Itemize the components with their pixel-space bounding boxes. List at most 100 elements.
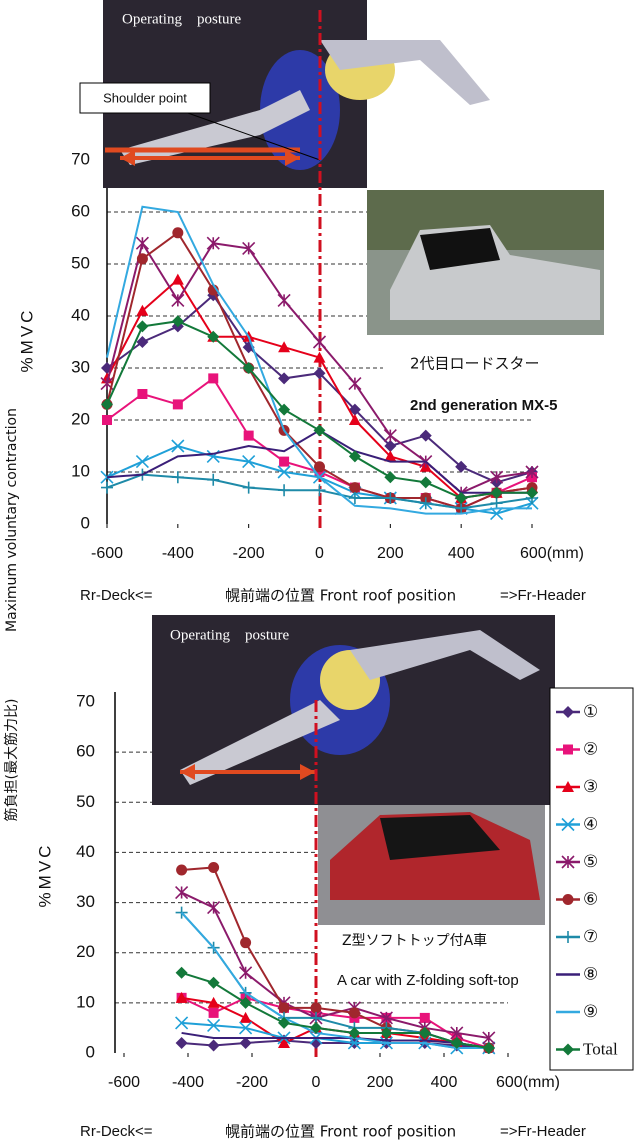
x-tick-label: -400 [172, 1074, 204, 1091]
x-tick-label: -600 [91, 545, 123, 562]
marker [243, 482, 255, 494]
legend-label: ① [583, 702, 598, 721]
marker [208, 977, 220, 989]
marker [311, 1002, 322, 1013]
side-label: Maximum voluntary contraction [4, 408, 20, 632]
marker [172, 274, 184, 285]
marker [240, 1012, 252, 1023]
marker [176, 1037, 188, 1049]
x-label-right: =>Fr-Header [500, 587, 586, 604]
x-label-left: Rr-Deck<= [80, 1123, 153, 1140]
marker [208, 373, 218, 383]
y-tick-label: 20 [71, 409, 90, 428]
x-tick-label: -200 [233, 545, 265, 562]
caption-bottom: Z型ソフトトップ付A車 A car with Z-folding soft-to… [315, 925, 545, 1000]
marker [172, 227, 183, 238]
y-tick-label: 70 [71, 149, 90, 168]
marker [240, 967, 252, 979]
caption-en: 2nd generation MX-5 [410, 397, 558, 414]
legend-label: ⑥ [583, 889, 598, 908]
y-tick-label: 10 [76, 992, 95, 1011]
caption-top: 2代目ロードスター 2nd generation MX-5 [383, 348, 558, 414]
photo-car-bottom [318, 805, 545, 925]
y-tick-label: 50 [76, 792, 95, 811]
x-tick-label: 200 [367, 1074, 394, 1091]
x-tick-label: 0 [315, 545, 324, 562]
marker [209, 1008, 219, 1018]
legend-label: Total [583, 1039, 618, 1058]
marker [279, 1002, 290, 1013]
marker [314, 336, 326, 348]
x-tick-label: 200 [377, 545, 404, 562]
marker [136, 456, 148, 468]
marker [101, 482, 113, 494]
marker [349, 1007, 360, 1018]
marker [278, 294, 290, 306]
caption-jp: Z型ソフトトップ付A車 [342, 932, 487, 949]
x-label: 幌前端の位置 Front roof position [225, 587, 456, 605]
x-tick-label: 400 [431, 1074, 458, 1091]
marker [176, 864, 187, 875]
marker [384, 471, 396, 483]
marker [420, 1013, 430, 1023]
photo-bottom: Operating posture [152, 615, 555, 805]
y-tick-label: 60 [76, 742, 95, 761]
x-label-left: Rr-Deck<= [80, 587, 153, 604]
marker [101, 398, 113, 410]
legend-label: ④ [583, 814, 598, 833]
x-tick-label: 600(mm) [520, 545, 584, 562]
marker [137, 389, 147, 399]
side-label: 筋負担(最大筋力比) [3, 699, 20, 822]
legend-label: ⑤ [583, 852, 598, 871]
marker [102, 415, 112, 425]
marker [173, 399, 183, 409]
axis-title: %MVC [17, 308, 36, 373]
x-tick-label: -200 [236, 1074, 268, 1091]
marker [384, 430, 396, 442]
marker [172, 440, 184, 452]
marker [136, 320, 148, 332]
marker [208, 1039, 220, 1051]
caption-en: A car with Z-folding soft-top [337, 972, 519, 989]
marker [278, 484, 290, 496]
marker [137, 253, 148, 264]
legend-label: ⑧ [583, 964, 598, 983]
marker [172, 471, 184, 483]
marker [563, 894, 574, 905]
marker [349, 378, 361, 390]
marker [176, 887, 188, 899]
axis-title: %MVC [35, 843, 54, 908]
y-tick-label: 30 [76, 892, 95, 911]
y-tick-label: 10 [71, 461, 90, 480]
legend-label: ③ [583, 777, 598, 796]
y-tick-label: 50 [71, 253, 90, 272]
y-tick-label: 60 [71, 201, 90, 220]
marker [176, 967, 188, 979]
x-tick-label: 0 [312, 1074, 321, 1091]
callout-text: Shoulder point [103, 90, 187, 105]
figure: Operating posture Shoulder point 2代目ロードス… [0, 0, 641, 1144]
marker [208, 862, 219, 873]
x-label-right: =>Fr-Header [500, 1123, 586, 1140]
marker [208, 902, 220, 914]
x-label: 幌前端の位置 Front roof position [225, 1123, 456, 1141]
y-tick-label: 0 [81, 513, 90, 532]
marker [244, 431, 254, 441]
marker [314, 484, 326, 496]
y-tick-label: 20 [76, 942, 95, 961]
marker [279, 457, 289, 467]
marker [172, 294, 184, 306]
legend-label: ⑨ [583, 1002, 598, 1021]
caption-jp: 2代目ロードスター [410, 355, 540, 373]
photo-title: Operating posture [122, 11, 241, 27]
y-tick-label: 40 [76, 842, 95, 861]
y-tick-label: 0 [86, 1042, 95, 1061]
marker [420, 476, 432, 488]
legend-label: ⑦ [583, 927, 598, 946]
y-tick-label: 70 [76, 691, 95, 710]
marker [136, 237, 148, 249]
marker [349, 482, 360, 493]
legend-label: ② [583, 739, 598, 758]
marker [563, 745, 573, 755]
marker [207, 474, 219, 486]
